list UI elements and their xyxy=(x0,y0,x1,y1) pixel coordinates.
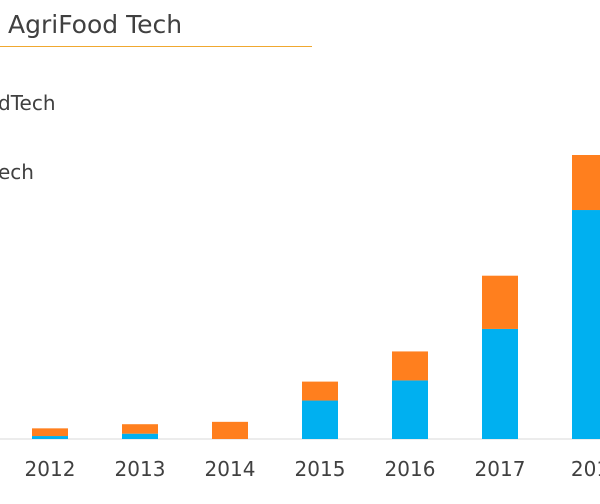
x-tick-label: 2017 xyxy=(475,457,526,481)
x-tick-label: 2015 xyxy=(295,457,346,481)
bar-series-2-2015 xyxy=(302,381,338,401)
bar-series-2-2014 xyxy=(212,421,248,439)
bar-series-1-2013 xyxy=(122,433,158,439)
bar-series-1-2017 xyxy=(482,328,518,439)
x-tick-label: 2012 xyxy=(25,457,76,481)
chart-title: AgriFood Tech xyxy=(8,10,183,39)
bar-series-2-2017 xyxy=(482,275,518,329)
x-tick-label: 2016 xyxy=(385,457,436,481)
legend-label-1: dTech xyxy=(0,91,56,115)
bar-series-2-2012 xyxy=(32,428,68,437)
x-tick-label: 201 xyxy=(571,457,600,481)
x-tick-label: 2013 xyxy=(115,457,166,481)
bar-series-1-2015 xyxy=(302,400,338,439)
bar-series-1-2016 xyxy=(392,380,428,439)
x-tick-label: 2014 xyxy=(205,457,256,481)
title-underline xyxy=(0,46,312,47)
legend-label-2: ech xyxy=(0,160,34,184)
bar-series-2-2013 xyxy=(122,424,158,434)
bar-series-1-201 xyxy=(572,210,600,439)
bar-series-1-2012 xyxy=(32,436,68,439)
bar-series-2-201 xyxy=(572,155,600,211)
bar-series-2-2016 xyxy=(392,351,428,381)
